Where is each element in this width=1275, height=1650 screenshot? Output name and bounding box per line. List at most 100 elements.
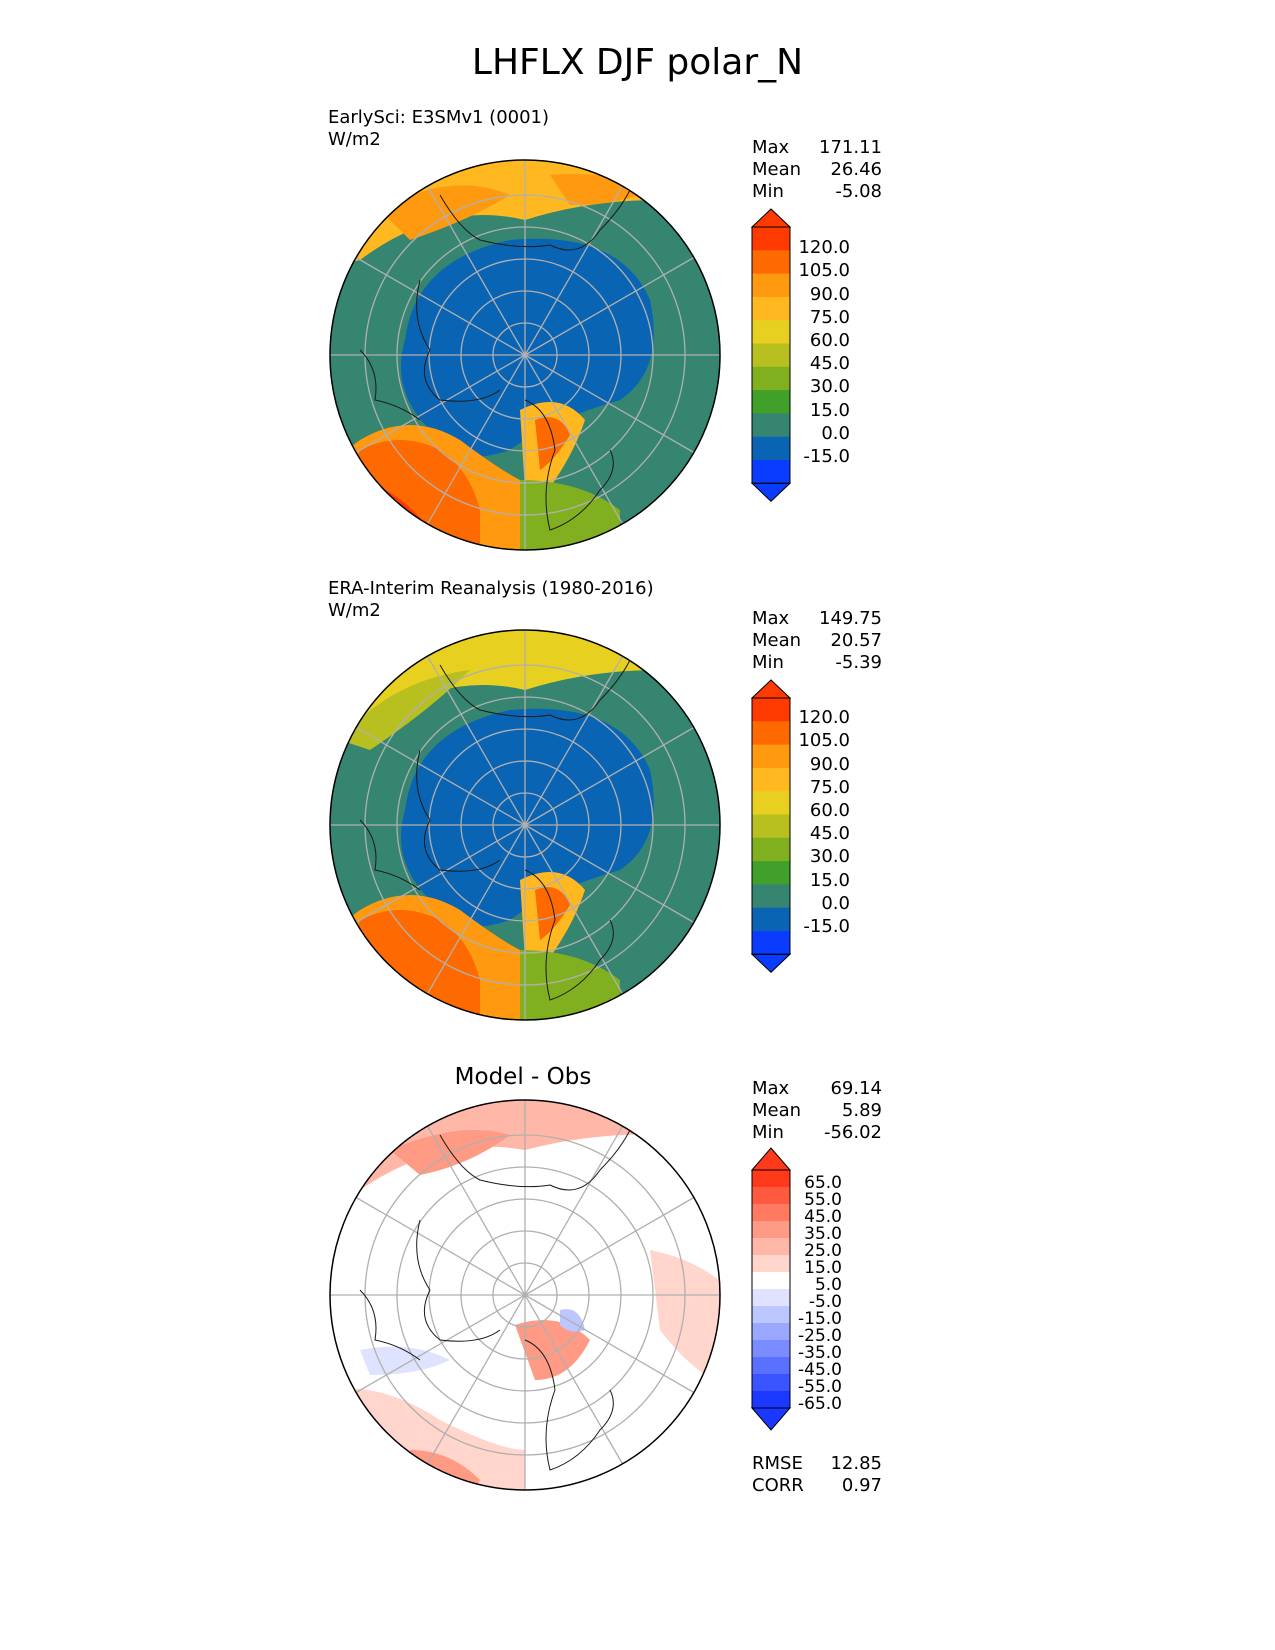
colorbar-extend-top bbox=[750, 1147, 792, 1171]
colorbar-tick-label: -45.0 bbox=[798, 1360, 842, 1380]
longitude-line bbox=[524, 1125, 624, 1296]
colorbar-tick-label: 45.0 bbox=[809, 353, 850, 374]
colorbar-segment bbox=[752, 1187, 790, 1204]
panel-2-title: ERA-Interim Reanalysis (1980-2016) W/m2 bbox=[328, 578, 654, 622]
panel-2-stats: Max 149.75 Mean 20.57 Min -5.39 bbox=[752, 608, 882, 674]
colorbar-tick-label: -15.0 bbox=[803, 916, 850, 937]
colorbar-segment bbox=[752, 296, 790, 321]
colorbar-tick-label: 15.0 bbox=[804, 1258, 842, 1278]
colorbar-segment bbox=[752, 413, 790, 438]
colorbar-segment bbox=[752, 837, 790, 862]
map-boundary bbox=[329, 629, 721, 1021]
coastlines bbox=[359, 1129, 631, 1471]
colorbar-tick-label: 90.0 bbox=[809, 284, 850, 305]
stat-mean: Mean 20.57 bbox=[752, 630, 882, 651]
panel-3-polar-map bbox=[329, 1099, 721, 1491]
panel-1-colorbar bbox=[750, 208, 792, 502]
longitude-line bbox=[426, 1125, 526, 1296]
colorbar-frame bbox=[751, 226, 791, 484]
longitude-line bbox=[355, 824, 526, 924]
colorbar-segment bbox=[752, 698, 790, 722]
colorbar-tick-label: 60.0 bbox=[809, 330, 850, 351]
colorbar-tick-label: 55.0 bbox=[804, 1190, 842, 1210]
panel-3-stats: Max 69.14 Mean 5.89 Min -56.02 bbox=[752, 1078, 882, 1144]
panel-1-stats: Max 171.11 Mean 26.46 Min -5.08 bbox=[752, 137, 882, 203]
colorbar-extend-bottom bbox=[750, 482, 792, 502]
longitude-line bbox=[524, 256, 695, 356]
arctic-low bbox=[400, 708, 654, 927]
colorbar-tick-label: -15.0 bbox=[798, 1309, 842, 1329]
colorbar-segment bbox=[752, 1255, 790, 1272]
colorbar-tick-label: 5.0 bbox=[814, 1275, 842, 1295]
longitude-line bbox=[426, 354, 526, 525]
colorbar-segment bbox=[752, 861, 790, 885]
diff-positive-se bbox=[515, 1320, 590, 1380]
colorbar-segment bbox=[752, 884, 790, 909]
colorbar-segment bbox=[752, 227, 790, 251]
colorbar-tick-label: -5.0 bbox=[808, 1292, 842, 1312]
coastlines bbox=[359, 189, 631, 531]
colorbar-segment bbox=[752, 907, 790, 932]
colorbar-tick-label: 15.0 bbox=[809, 400, 850, 421]
longitude-line bbox=[355, 1196, 526, 1296]
colorbar-frame bbox=[751, 1169, 791, 1409]
colorbar-segment bbox=[752, 744, 790, 769]
coastline-eurasia bbox=[439, 189, 631, 251]
colorbar-tick-label: 75.0 bbox=[809, 777, 850, 798]
warm-tongue-core bbox=[535, 417, 570, 470]
longitude-line bbox=[524, 726, 695, 826]
colorbar-extend-bottom bbox=[750, 953, 792, 973]
colorbar-segment bbox=[752, 1340, 790, 1357]
colorbar-segment bbox=[752, 767, 790, 792]
colorbar-segment bbox=[752, 1221, 790, 1238]
stat-min: Min -56.02 bbox=[752, 1122, 882, 1143]
coastline-greenland bbox=[524, 1339, 614, 1471]
diff-metrics: RMSE 12.85 CORR 0.97 bbox=[752, 1453, 882, 1497]
colorbar-segment bbox=[752, 390, 790, 414]
longitude-line bbox=[355, 726, 526, 826]
longitude-line bbox=[355, 354, 526, 454]
colorbar-extend-top bbox=[750, 679, 792, 699]
metric-corr: CORR 0.97 bbox=[752, 1475, 882, 1496]
colorbar-tick-label: -65.0 bbox=[798, 1394, 842, 1414]
colorbar-tick-label: 120.0 bbox=[798, 237, 850, 258]
colorbar-tick-label: 75.0 bbox=[809, 307, 850, 328]
colorbar-segment bbox=[752, 721, 790, 746]
panel-2-colorbar bbox=[750, 679, 792, 973]
coastlines bbox=[359, 659, 631, 1001]
colorbar-tick-label: -55.0 bbox=[798, 1377, 842, 1397]
colorbar-segment bbox=[752, 1391, 790, 1408]
colorbar-frame bbox=[751, 697, 791, 955]
longitude-line bbox=[426, 824, 526, 995]
stat-mean: Mean 26.46 bbox=[752, 159, 882, 180]
coastline-eurasia bbox=[439, 659, 631, 721]
stat-min: Min -5.08 bbox=[752, 181, 882, 202]
colorbar-segment bbox=[752, 1238, 790, 1255]
colorbar-extend-top bbox=[750, 208, 792, 228]
colorbar-tick-label: 60.0 bbox=[809, 800, 850, 821]
panel-2-units: W/m2 bbox=[328, 600, 381, 621]
map-boundary bbox=[329, 1099, 721, 1491]
map-boundary bbox=[329, 159, 721, 551]
longitude-line bbox=[524, 824, 624, 995]
panel-2-polar-map bbox=[329, 629, 721, 1021]
colorbar-tick-label: 90.0 bbox=[809, 754, 850, 775]
longitude-line bbox=[426, 655, 526, 826]
colorbar-tick-label: -15.0 bbox=[803, 446, 850, 467]
colorbar-tick-label: 120.0 bbox=[798, 707, 850, 728]
stat-max: Max 69.14 bbox=[752, 1078, 882, 1099]
coastline-alaska bbox=[359, 349, 421, 421]
coastline-greenland bbox=[524, 869, 614, 1001]
coastline-canada bbox=[416, 749, 501, 872]
longitude-line bbox=[524, 1294, 695, 1394]
warm-edge bbox=[340, 670, 470, 750]
colorbar-segment bbox=[752, 273, 790, 298]
longitude-line bbox=[524, 824, 695, 924]
longitude-line bbox=[355, 256, 526, 356]
colorbar-segment bbox=[752, 1204, 790, 1221]
diff-panel-title: Model - Obs bbox=[454, 1064, 592, 1090]
stat-max: Max 171.11 bbox=[752, 137, 882, 158]
longitude-line bbox=[426, 185, 526, 356]
colorbar-segment bbox=[752, 460, 790, 484]
colorbar-tick-label: 35.0 bbox=[804, 1224, 842, 1244]
